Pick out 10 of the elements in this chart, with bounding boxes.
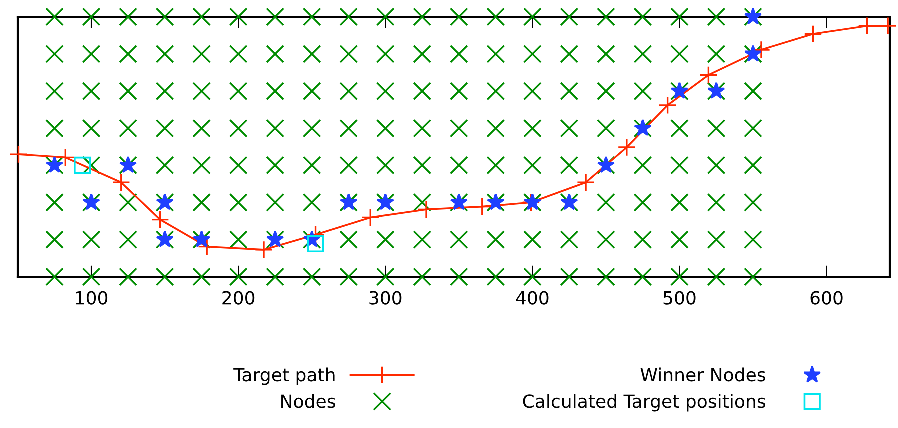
x-tick-label: 300 xyxy=(370,291,402,305)
x-tick-label: 600 xyxy=(810,291,843,305)
legend-label: Calculated Target positions xyxy=(523,394,766,412)
x-tick-label: 100 xyxy=(76,291,108,305)
legend-label: Nodes xyxy=(282,394,336,408)
x-tick-label: 400 xyxy=(516,291,549,305)
x-tick-label: 200 xyxy=(222,291,255,305)
legend-label: Target path xyxy=(234,368,335,386)
x-tick-label: 500 xyxy=(664,291,696,305)
legend-label: Winner Nodes xyxy=(640,368,766,382)
